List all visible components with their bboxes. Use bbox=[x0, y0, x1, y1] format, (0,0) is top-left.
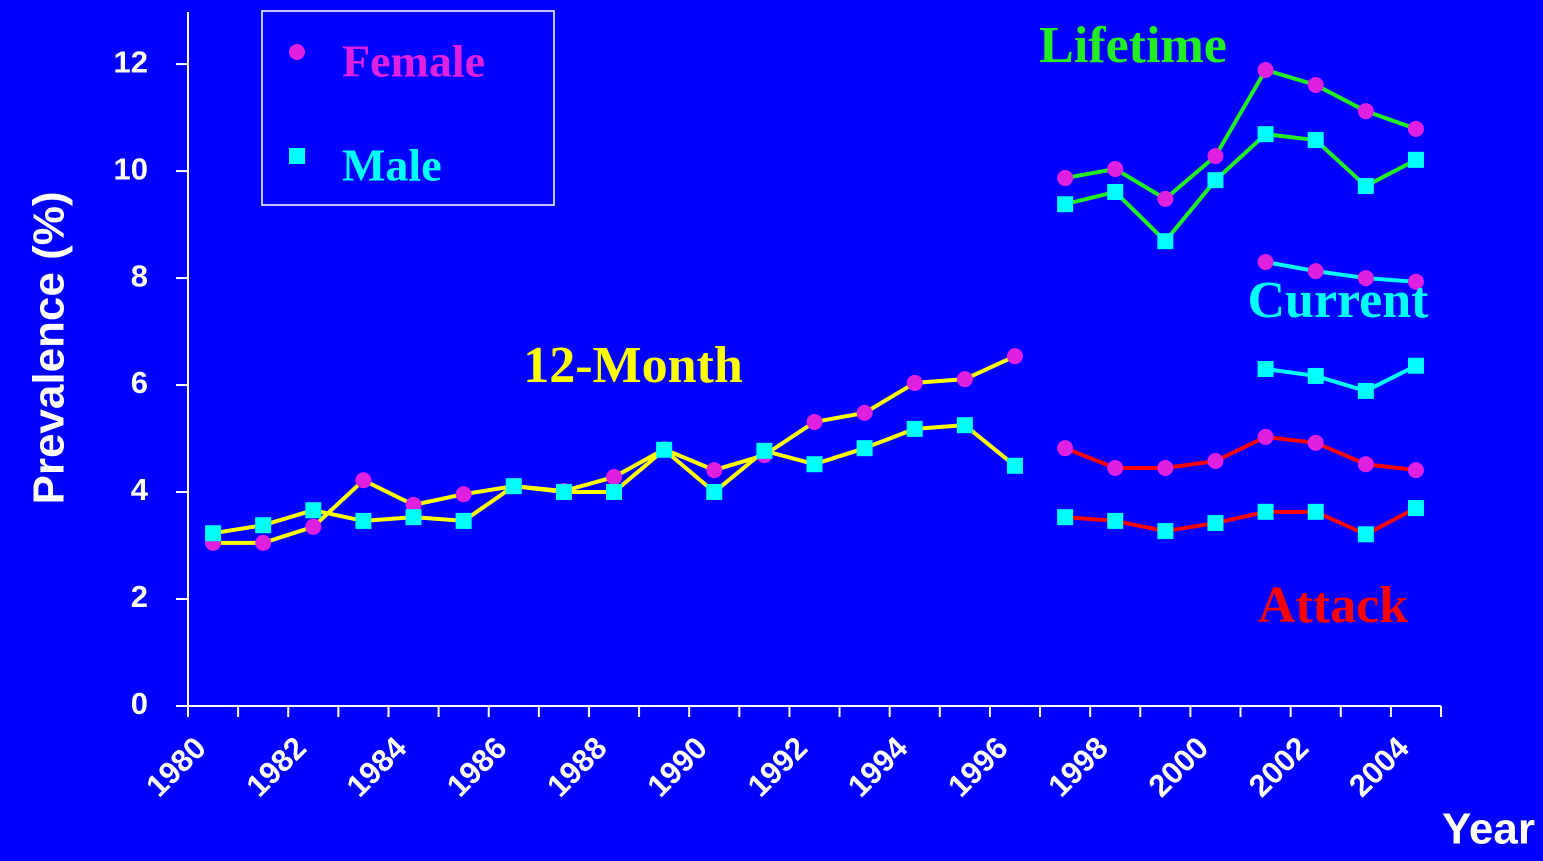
series-line bbox=[1064, 132, 1417, 244]
point bbox=[906, 420, 923, 437]
point bbox=[756, 442, 773, 459]
y-tick-label: 12 bbox=[114, 44, 148, 79]
point bbox=[906, 374, 923, 391]
point bbox=[1057, 440, 1074, 457]
series-line bbox=[1064, 506, 1417, 537]
point bbox=[255, 534, 272, 551]
point bbox=[1307, 434, 1324, 451]
point bbox=[1207, 515, 1224, 532]
point bbox=[1407, 151, 1424, 168]
point bbox=[305, 502, 322, 519]
series-line bbox=[1064, 434, 1417, 473]
point bbox=[1207, 148, 1224, 165]
point bbox=[1107, 183, 1124, 200]
point bbox=[1157, 233, 1174, 250]
point bbox=[1407, 273, 1424, 290]
point bbox=[355, 512, 372, 529]
point bbox=[1006, 348, 1023, 365]
point bbox=[455, 486, 472, 503]
point bbox=[1257, 254, 1274, 271]
point bbox=[1157, 190, 1174, 207]
point bbox=[1057, 509, 1074, 526]
point bbox=[1157, 459, 1174, 476]
series-line bbox=[1265, 260, 1417, 284]
point bbox=[1407, 500, 1424, 517]
point bbox=[1407, 120, 1424, 137]
legend-marker bbox=[289, 44, 305, 60]
point bbox=[656, 441, 673, 458]
y-tick-label: 10 bbox=[114, 151, 148, 186]
point bbox=[1307, 132, 1324, 149]
point bbox=[1207, 172, 1224, 189]
point bbox=[706, 462, 723, 479]
x-axis-label: Year bbox=[1442, 805, 1535, 854]
point bbox=[1057, 196, 1074, 213]
legend-label: Male bbox=[342, 140, 442, 191]
point bbox=[1107, 160, 1124, 177]
point bbox=[555, 484, 572, 501]
point bbox=[606, 469, 623, 486]
point bbox=[1006, 457, 1023, 474]
y-tick-label: 8 bbox=[131, 258, 148, 293]
point bbox=[1157, 523, 1174, 540]
point bbox=[1307, 263, 1324, 280]
point bbox=[1257, 503, 1274, 520]
point bbox=[1107, 459, 1124, 476]
point bbox=[405, 496, 422, 513]
point bbox=[1357, 526, 1374, 543]
point bbox=[1407, 357, 1424, 374]
point bbox=[455, 512, 472, 529]
legend-label: Female bbox=[342, 36, 485, 87]
point bbox=[1257, 61, 1274, 78]
point bbox=[1057, 170, 1074, 187]
series-line bbox=[1265, 364, 1417, 393]
point bbox=[856, 404, 873, 421]
point bbox=[255, 517, 272, 534]
point bbox=[1357, 456, 1374, 473]
legend-marker bbox=[289, 148, 305, 164]
point bbox=[1257, 126, 1274, 143]
point bbox=[405, 509, 422, 526]
point bbox=[1357, 103, 1374, 120]
group-label: 12-Month bbox=[523, 337, 743, 394]
legend-box bbox=[261, 10, 555, 206]
point bbox=[1407, 462, 1424, 479]
point bbox=[956, 371, 973, 388]
group-label: Attack bbox=[1258, 577, 1408, 634]
point bbox=[355, 472, 372, 489]
group-label: Current bbox=[1247, 272, 1429, 329]
point bbox=[505, 478, 522, 495]
y-tick-label: 2 bbox=[131, 579, 148, 614]
y-tick-label: 0 bbox=[131, 686, 148, 721]
point bbox=[1307, 76, 1324, 93]
point bbox=[806, 456, 823, 473]
point bbox=[956, 417, 973, 434]
point bbox=[1357, 178, 1374, 195]
point bbox=[1357, 382, 1374, 399]
point bbox=[606, 484, 623, 501]
point bbox=[305, 518, 322, 535]
point bbox=[1107, 512, 1124, 529]
y-tick-label: 6 bbox=[131, 365, 148, 400]
point bbox=[1257, 361, 1274, 377]
point bbox=[1207, 453, 1224, 470]
point bbox=[205, 525, 222, 542]
y-tick-label: 4 bbox=[131, 472, 149, 507]
y-axis-label: Prevalence (%) bbox=[25, 191, 74, 504]
point bbox=[1357, 270, 1374, 287]
group-label: Lifetime bbox=[1039, 17, 1227, 74]
point bbox=[856, 440, 873, 457]
point bbox=[806, 413, 823, 430]
point bbox=[1307, 367, 1324, 384]
series-line bbox=[1064, 67, 1417, 201]
point bbox=[1257, 428, 1274, 445]
point bbox=[706, 484, 723, 501]
point bbox=[1307, 503, 1324, 520]
